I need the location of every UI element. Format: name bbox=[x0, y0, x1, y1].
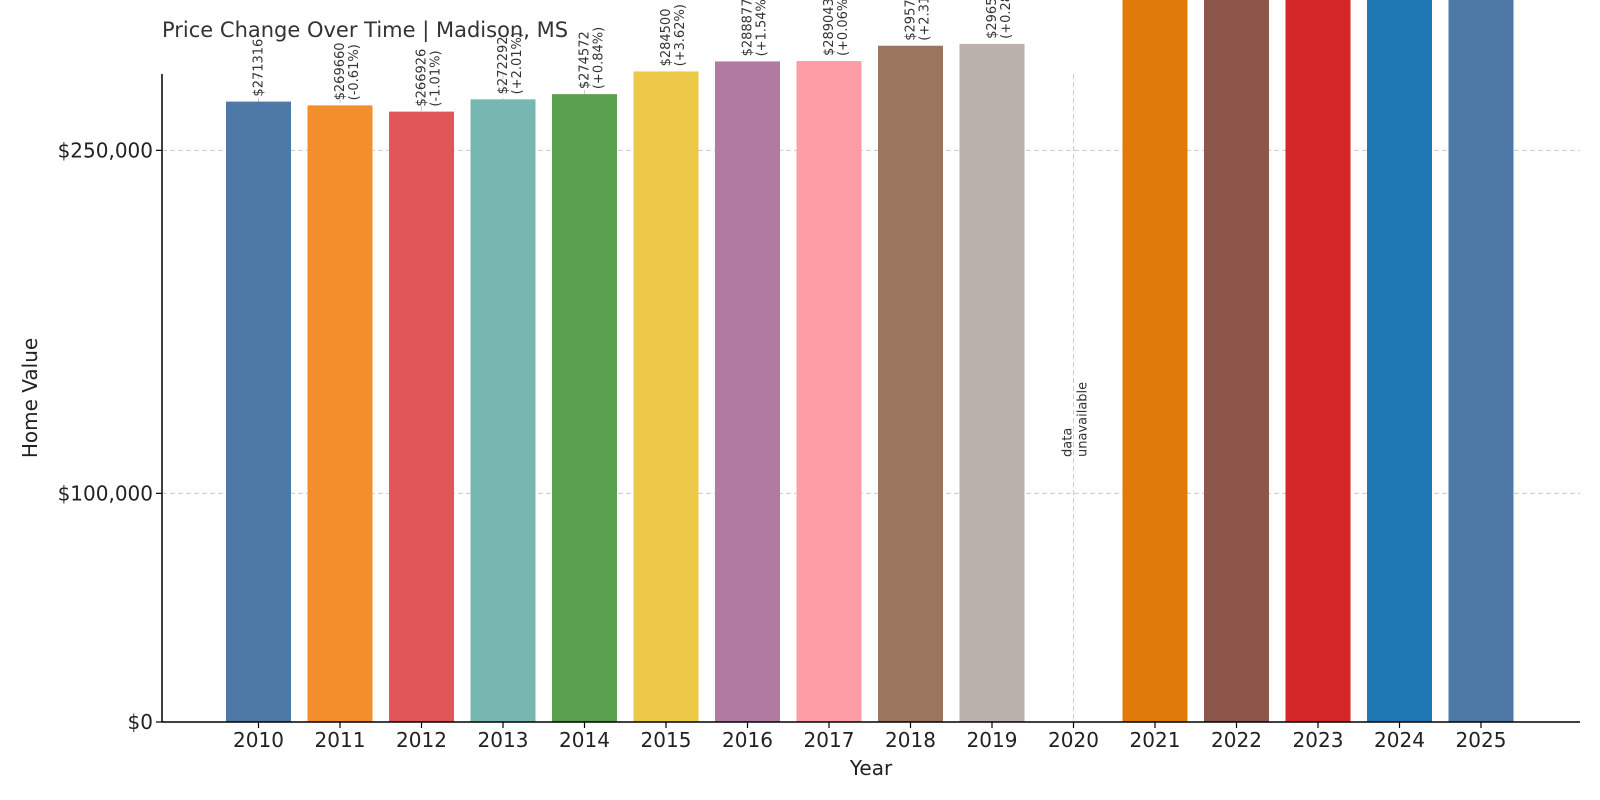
x-tick-label-2013: 2013 bbox=[478, 728, 529, 752]
bar-2012 bbox=[389, 111, 454, 723]
x-tick-label-2012: 2012 bbox=[396, 728, 447, 752]
y-tick-label: $0 bbox=[128, 710, 153, 734]
missing-data-label: data bbox=[1061, 428, 1076, 457]
bars bbox=[226, 0, 1514, 723]
bar-2022 bbox=[1204, 0, 1269, 723]
change-label-2019: (+0.28%) bbox=[999, 0, 1014, 39]
change-label-2013: (+2.01%) bbox=[510, 32, 525, 94]
change-label-2014: (+0.84%) bbox=[592, 27, 607, 89]
value-label-2011: $269660 bbox=[333, 42, 348, 100]
x-tick-label-2018: 2018 bbox=[885, 728, 936, 752]
bar-2013 bbox=[470, 99, 536, 723]
chart-title: Price Change Over Time | Madison, MS bbox=[162, 18, 568, 43]
y-tick-label: $250,000 bbox=[58, 138, 153, 162]
x-tick-label-2010: 2010 bbox=[233, 728, 284, 752]
change-label-2012: (-1.01%) bbox=[429, 50, 444, 106]
x-tick-label-2016: 2016 bbox=[722, 728, 773, 752]
change-label-2015: (+3.62%) bbox=[673, 4, 688, 66]
bar-2025 bbox=[1448, 0, 1514, 722]
x-tick-label-2014: 2014 bbox=[559, 728, 610, 752]
x-tick-label-2022: 2022 bbox=[1211, 728, 1262, 752]
bar-2016 bbox=[715, 61, 780, 722]
x-tick-label-2023: 2023 bbox=[1293, 728, 1344, 752]
x-tick-label-2015: 2015 bbox=[641, 728, 692, 752]
bar-2010 bbox=[226, 101, 291, 722]
bar-2015 bbox=[633, 71, 699, 723]
value-label-2010: $271316 bbox=[252, 39, 267, 97]
x-tick-label-2019: 2019 bbox=[967, 728, 1018, 752]
change-label-2016: (+1.54%) bbox=[755, 0, 770, 56]
bar-2019 bbox=[959, 43, 1025, 723]
x-tick-label-2025: 2025 bbox=[1456, 728, 1507, 752]
bar-labels: $271316 $269660 (-0.61%) $266926 (-1.01%) $27… bbox=[252, 0, 1091, 457]
value-label-2014: $274572 bbox=[578, 31, 593, 89]
change-label-2018: (+2.31%) bbox=[918, 0, 933, 41]
x-tick-label-2011: 2011 bbox=[315, 728, 366, 752]
x-tick-label-2024: 2024 bbox=[1374, 728, 1425, 752]
bar-2014 bbox=[552, 94, 617, 722]
value-label-2017: $289043 bbox=[822, 0, 837, 56]
y-axis-label: Home Value bbox=[18, 338, 42, 458]
x-tick-label-2021: 2021 bbox=[1130, 728, 1181, 752]
change-label-2011: (-0.61%) bbox=[347, 44, 362, 100]
change-label-2017: (+0.06%) bbox=[836, 0, 851, 56]
value-label-2019: $296548 bbox=[985, 0, 1000, 39]
value-label-2018: $295734 bbox=[904, 0, 919, 41]
x-tick-label-2020: 2020 bbox=[1048, 728, 1099, 752]
x-ticks: 2010 2011 2012 2013 2014 2015 2016 2017 2018 2019… bbox=[233, 722, 1506, 752]
bar-2018 bbox=[878, 45, 943, 723]
bar-2023 bbox=[1285, 0, 1351, 723]
missing-data-label: unavailable bbox=[1076, 382, 1091, 457]
x-axis-label: Year bbox=[849, 756, 893, 780]
value-label-2013: $272292 bbox=[496, 36, 511, 94]
value-label-2016: $288877 bbox=[741, 0, 756, 56]
value-label-2015: $284500 bbox=[659, 9, 674, 67]
x-tick-label-2017: 2017 bbox=[804, 728, 855, 752]
bar-2021 bbox=[1122, 0, 1188, 722]
y-tick-label: $100,000 bbox=[58, 481, 153, 505]
bar-2024 bbox=[1367, 0, 1432, 722]
bar-2017 bbox=[796, 61, 862, 723]
value-label-2012: $266926 bbox=[415, 49, 430, 107]
bar-2011 bbox=[307, 105, 373, 723]
y-ticks: $0 $100,000 $250,000 bbox=[58, 138, 162, 734]
